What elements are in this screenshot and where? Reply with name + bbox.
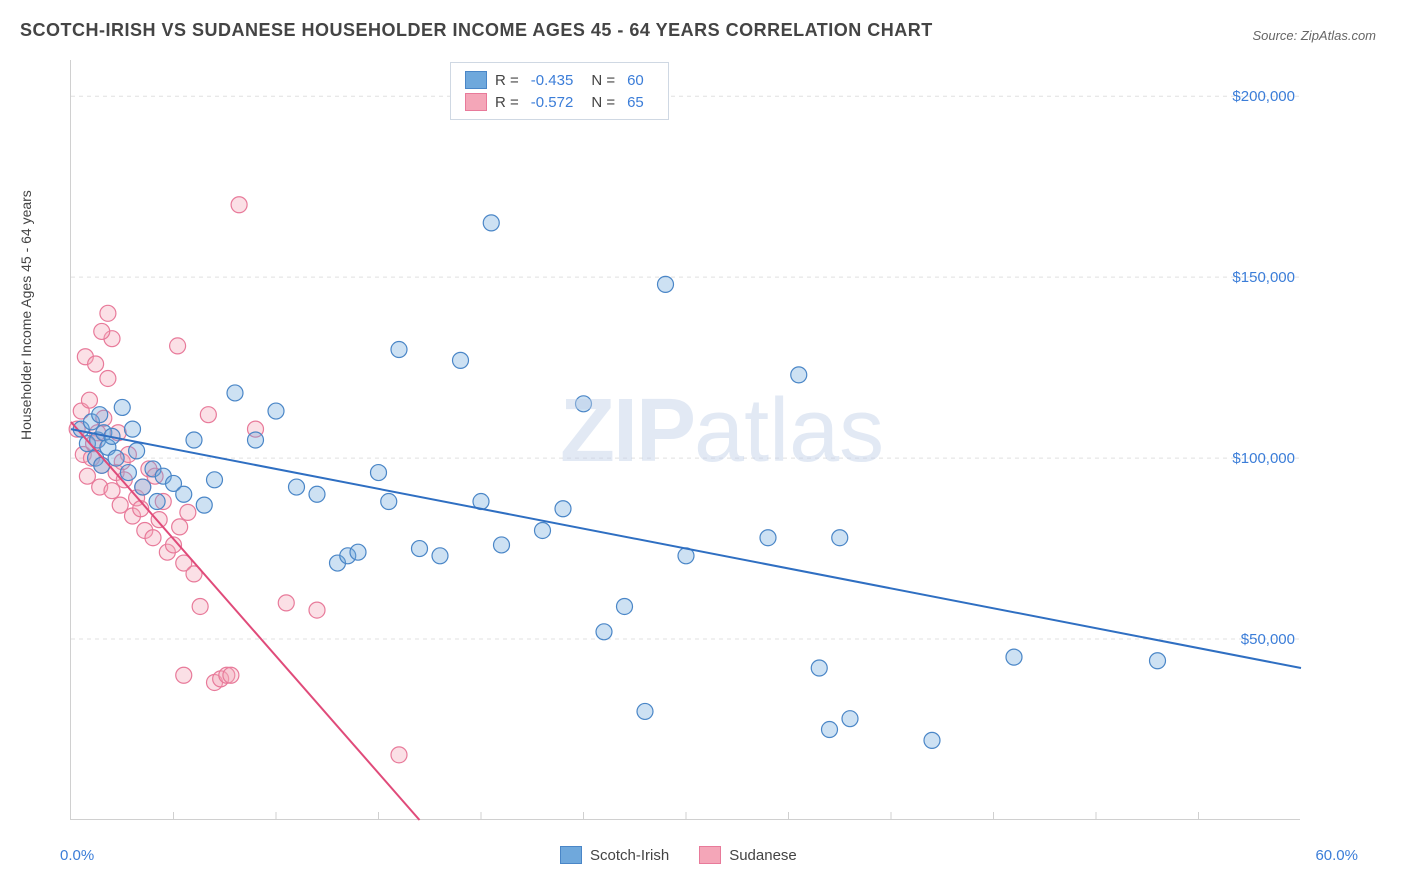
r-label-1: R = bbox=[495, 72, 519, 89]
svg-text:$50,000: $50,000 bbox=[1241, 631, 1295, 648]
svg-text:$150,000: $150,000 bbox=[1232, 269, 1295, 286]
n-value-1: 60 bbox=[627, 72, 644, 89]
legend-bottom: Scotch-Irish Sudanese bbox=[560, 846, 797, 864]
n-label-1: N = bbox=[591, 72, 615, 89]
legend-stats-row-1: R = -0.435 N = 60 bbox=[465, 69, 654, 91]
chart-svg: $50,000 $100,000 $150,000 $200,000 bbox=[71, 60, 1301, 820]
x-axis-min-label: 0.0% bbox=[60, 847, 94, 864]
sudanese-swatch bbox=[465, 93, 487, 111]
source-text: Source: ZipAtlas.com bbox=[1252, 28, 1376, 43]
x-axis-max-label: 60.0% bbox=[1315, 847, 1358, 864]
n-value-2: 65 bbox=[627, 94, 644, 111]
legend-stats-row-2: R = -0.572 N = 65 bbox=[465, 91, 654, 113]
r-value-1: -0.435 bbox=[531, 72, 574, 89]
chart-title: SCOTCH-IRISH VS SUDANESE HOUSEHOLDER INC… bbox=[20, 20, 933, 41]
scotch-irish-swatch-bottom bbox=[560, 846, 582, 864]
legend-item-scotch-irish: Scotch-Irish bbox=[560, 846, 669, 864]
legend-label-scotch-irish: Scotch-Irish bbox=[590, 847, 669, 864]
plot-area: $50,000 $100,000 $150,000 $200,000 bbox=[70, 60, 1300, 820]
r-label-2: R = bbox=[495, 94, 519, 111]
scotch-irish-swatch bbox=[465, 71, 487, 89]
svg-text:$200,000: $200,000 bbox=[1232, 88, 1295, 105]
legend-label-sudanese: Sudanese bbox=[729, 847, 797, 864]
y-axis-label: Householder Income Ages 45 - 64 years bbox=[18, 190, 34, 440]
sudanese-swatch-bottom bbox=[699, 846, 721, 864]
svg-text:$100,000: $100,000 bbox=[1232, 450, 1295, 467]
n-label-2: N = bbox=[591, 94, 615, 111]
r-value-2: -0.572 bbox=[531, 94, 574, 111]
legend-item-sudanese: Sudanese bbox=[699, 846, 797, 864]
legend-stats-box: R = -0.435 N = 60 R = -0.572 N = 65 bbox=[450, 62, 669, 120]
